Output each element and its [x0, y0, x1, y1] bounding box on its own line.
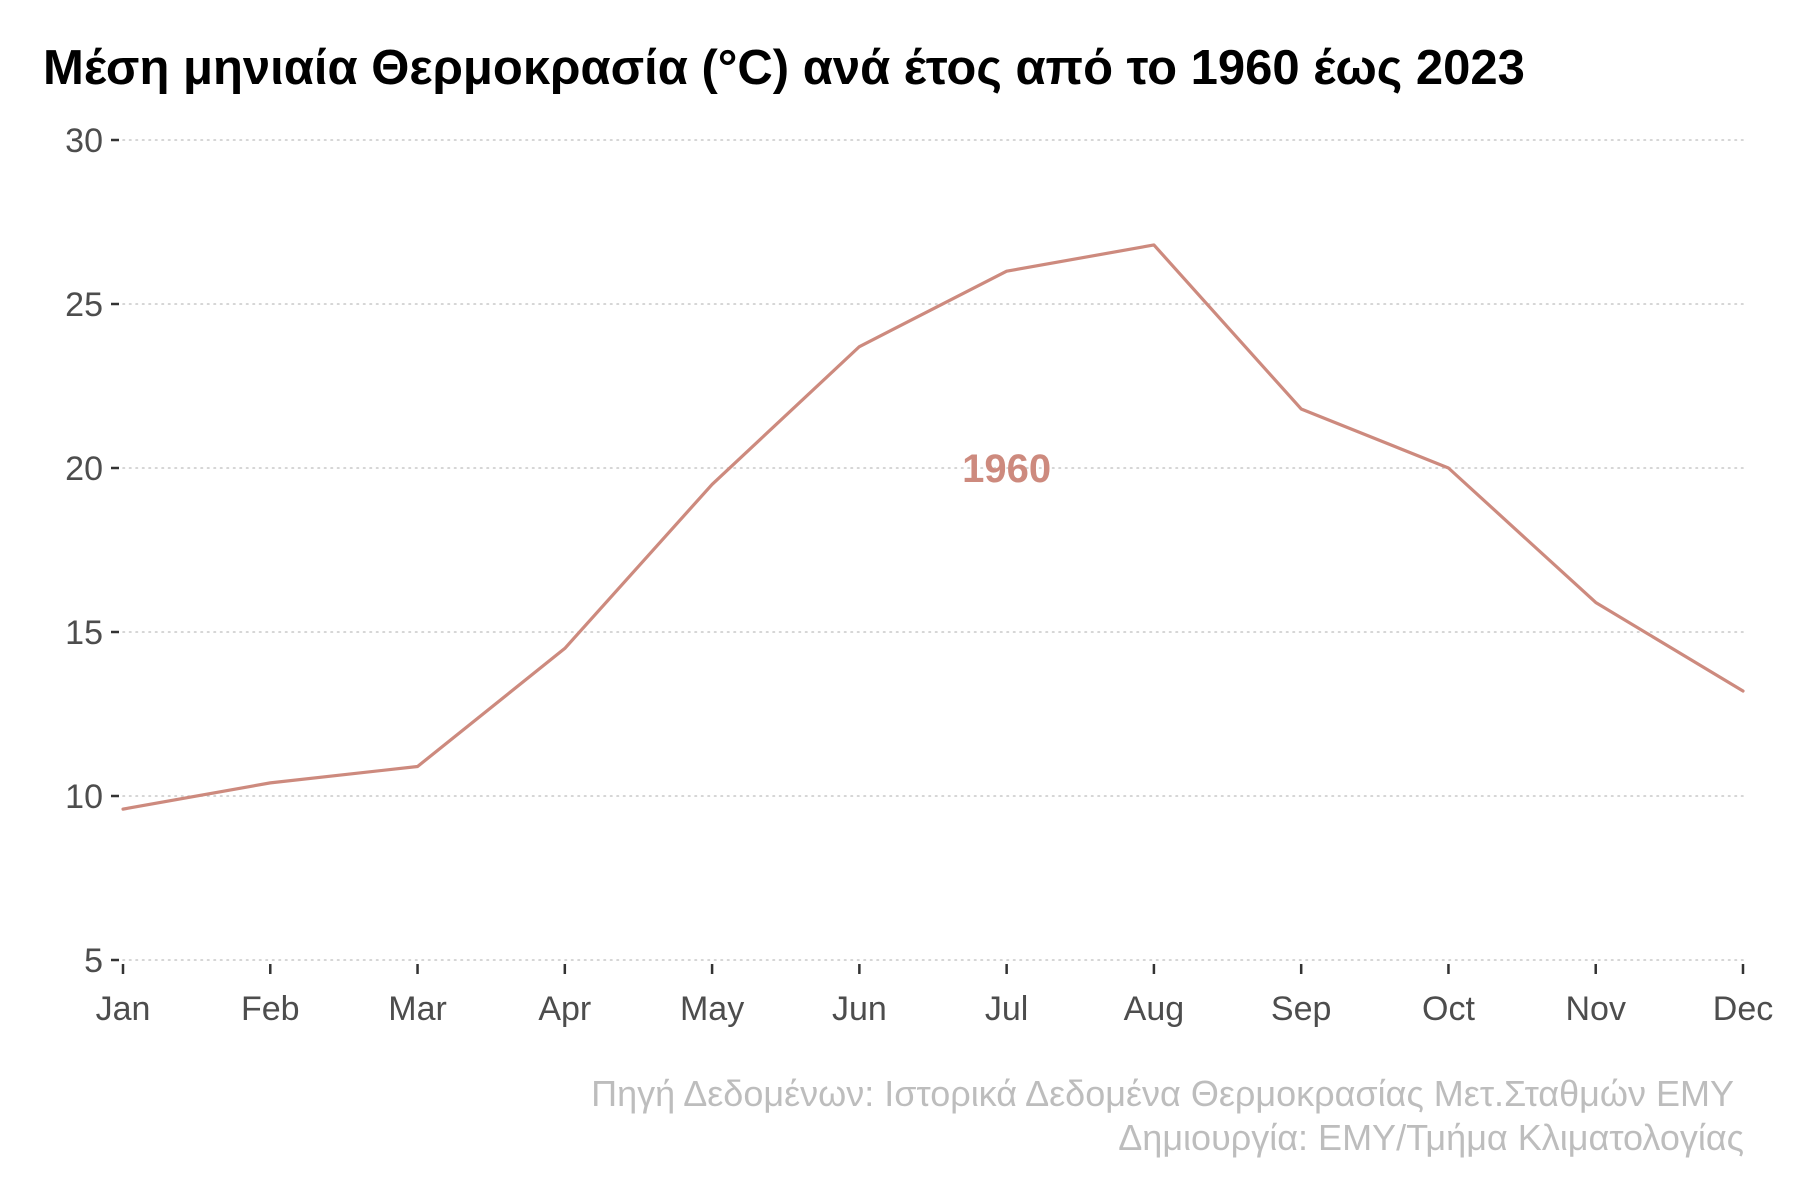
y-tick-label: 10 [65, 778, 103, 816]
x-tick-label: Aug [1124, 990, 1185, 1028]
x-tick-label: Feb [241, 990, 300, 1028]
x-tick-label: Jul [985, 990, 1028, 1028]
series-line-1960 [121, 243, 1745, 811]
caption-credit: Δημιουργία: ΕΜΥ/Τμήμα Κλιματολογίας [1118, 1117, 1744, 1158]
axes: 5 10 15 20 25 30 Jan Feb Mar Apr May Jun Jul Aug Sep Oc… [65, 122, 1773, 1028]
y-tick-label: 25 [65, 286, 103, 324]
x-tick-label: Jun [832, 990, 887, 1028]
series-layer [121, 243, 1745, 811]
caption-source: Πηγή Δεδομένων: Ιστορικά Δεδομένα Θερμοκ… [591, 1073, 1734, 1114]
y-tick-label: 15 [65, 614, 103, 652]
x-tick-label: Apr [538, 990, 591, 1028]
x-tick-label: Sep [1271, 990, 1332, 1028]
y-tick-label: 5 [84, 942, 103, 980]
x-tick-label: Jan [96, 990, 151, 1028]
y-tick-label: 20 [65, 450, 103, 488]
x-tick-label: May [680, 990, 744, 1028]
y-tick-label: 30 [65, 122, 103, 160]
chart-title: Μέση μηνιαία Θερμοκρασία (°C) ανά έτος α… [43, 41, 1525, 95]
x-tick-label: Nov [1565, 990, 1625, 1028]
x-tick-label: Oct [1422, 990, 1475, 1028]
x-tick-label: Mar [388, 990, 447, 1028]
x-tick-label: Dec [1713, 990, 1773, 1028]
annotations: 1960 [962, 447, 1051, 491]
series-label-annotation: 1960 [962, 447, 1051, 491]
grid [122, 139, 1746, 961]
